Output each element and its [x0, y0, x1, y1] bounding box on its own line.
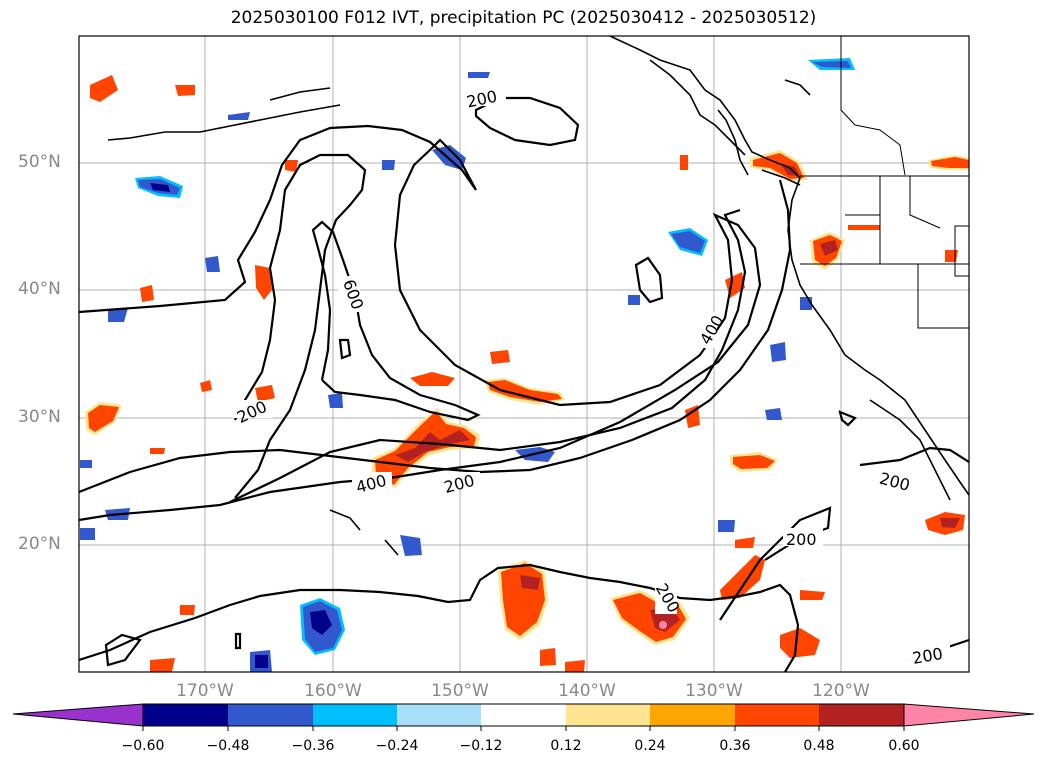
- political-borders: [800, 36, 969, 329]
- lon-label: 140°W: [558, 681, 616, 701]
- colorbar-segment: [397, 704, 481, 726]
- colorbar-extend-min: [12, 703, 144, 727]
- lat-label: 50°N: [18, 152, 61, 172]
- colorbar: [12, 703, 1035, 731]
- colorbar-segment: [566, 704, 650, 726]
- precip-positive-areas: [85, 75, 969, 672]
- colorbar-segment: [481, 704, 566, 726]
- contour-label: 200: [786, 530, 817, 549]
- colorbar-segment: [819, 704, 904, 726]
- figure-title: 2025030100 F012 IVT, precipitation PC (2…: [230, 8, 817, 28]
- colorbar-tick-label: −0.48: [206, 738, 250, 754]
- colorbar-tick-label: 0.36: [719, 738, 751, 754]
- colorbar-tick-label: −0.36: [291, 738, 335, 754]
- colorbar-extend-max: [903, 703, 1035, 727]
- colorbar-segment: [735, 704, 819, 726]
- colorbar-segment: [143, 704, 228, 726]
- precip-negative-areas: [80, 58, 855, 672]
- lon-label: 160°W: [304, 681, 362, 701]
- colorbar-segment: [228, 704, 313, 726]
- lon-label: 170°W: [176, 681, 234, 701]
- lon-label: 120°W: [812, 681, 870, 701]
- coastlines: [107, 36, 969, 556]
- lon-label: 130°W: [685, 681, 743, 701]
- colorbar-segment: [650, 704, 735, 726]
- ivt-contours: [79, 96, 969, 672]
- map-frame: [78, 35, 970, 673]
- lon-label: 150°W: [431, 681, 489, 701]
- colorbar-tick-label: −0.60: [121, 738, 165, 754]
- colorbar-tick-label: −0.24: [375, 738, 419, 754]
- colorbar-tick-label: 0.24: [634, 738, 666, 754]
- lat-label: 40°N: [18, 279, 61, 299]
- colorbar-tick-label: 0.48: [803, 738, 835, 754]
- lat-label: 30°N: [18, 407, 61, 427]
- colorbar-tick-label: 0.60: [888, 738, 920, 754]
- colorbar-tick-label: 0.12: [550, 738, 582, 754]
- colorbar-tick-label: −0.12: [459, 738, 503, 754]
- lat-label: 20°N: [18, 534, 61, 554]
- colorbar-segment: [313, 704, 397, 726]
